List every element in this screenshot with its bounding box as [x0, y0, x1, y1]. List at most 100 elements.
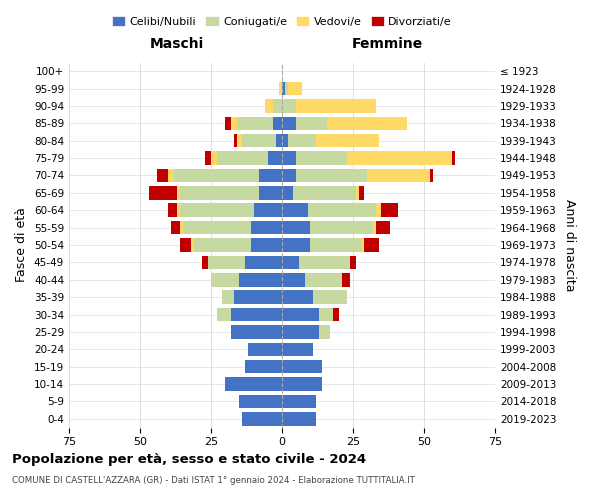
- Bar: [177, 186, 180, 200]
- Bar: [362, 238, 364, 252]
- Bar: [231, 308, 282, 322]
- Bar: [282, 308, 319, 322]
- Bar: [282, 204, 308, 217]
- Bar: [282, 152, 296, 165]
- Bar: [376, 204, 382, 217]
- Bar: [319, 308, 333, 322]
- Bar: [245, 256, 282, 269]
- Bar: [341, 273, 350, 286]
- Bar: [282, 394, 316, 408]
- Bar: [333, 308, 339, 322]
- Bar: [299, 256, 350, 269]
- Bar: [282, 82, 285, 96]
- Bar: [347, 152, 452, 165]
- Bar: [282, 360, 322, 374]
- Bar: [282, 186, 293, 200]
- Bar: [319, 325, 330, 338]
- Bar: [356, 186, 359, 200]
- Bar: [236, 134, 242, 147]
- Bar: [328, 116, 407, 130]
- Bar: [225, 116, 231, 130]
- Bar: [211, 273, 239, 286]
- Bar: [157, 168, 169, 182]
- Y-axis label: Fasce di età: Fasce di età: [16, 208, 28, 282]
- Bar: [248, 342, 282, 356]
- Bar: [251, 238, 282, 252]
- Bar: [180, 238, 191, 252]
- Bar: [180, 204, 254, 217]
- Bar: [430, 168, 433, 182]
- Bar: [382, 204, 398, 217]
- Bar: [282, 412, 316, 426]
- Bar: [310, 221, 373, 234]
- Bar: [376, 221, 390, 234]
- Bar: [316, 134, 379, 147]
- Bar: [282, 238, 310, 252]
- Bar: [282, 221, 310, 234]
- Bar: [282, 273, 305, 286]
- Bar: [265, 99, 274, 112]
- Bar: [225, 378, 282, 391]
- Bar: [268, 152, 282, 165]
- Bar: [182, 221, 251, 234]
- Bar: [259, 186, 282, 200]
- Bar: [274, 116, 282, 130]
- Bar: [254, 204, 282, 217]
- Bar: [350, 256, 356, 269]
- Bar: [364, 238, 379, 252]
- Bar: [296, 168, 367, 182]
- Bar: [217, 308, 231, 322]
- Bar: [282, 378, 322, 391]
- Bar: [359, 186, 364, 200]
- Text: Popolazione per età, sesso e stato civile - 2024: Popolazione per età, sesso e stato civil…: [12, 452, 366, 466]
- Bar: [274, 99, 282, 112]
- Bar: [245, 360, 282, 374]
- Bar: [223, 290, 234, 304]
- Bar: [287, 82, 302, 96]
- Bar: [202, 256, 208, 269]
- Bar: [296, 99, 376, 112]
- Bar: [313, 290, 347, 304]
- Bar: [277, 134, 282, 147]
- Bar: [236, 116, 274, 130]
- Bar: [205, 152, 211, 165]
- Bar: [282, 325, 319, 338]
- Bar: [282, 168, 296, 182]
- Bar: [208, 256, 245, 269]
- Bar: [231, 116, 236, 130]
- Bar: [242, 412, 282, 426]
- Bar: [169, 168, 174, 182]
- Bar: [259, 168, 282, 182]
- Y-axis label: Anni di nascita: Anni di nascita: [563, 198, 576, 291]
- Bar: [308, 204, 376, 217]
- Bar: [169, 204, 177, 217]
- Text: COMUNE DI CASTELL'AZZARA (GR) - Dati ISTAT 1° gennaio 2024 - Elaborazione TUTTIT: COMUNE DI CASTELL'AZZARA (GR) - Dati IST…: [12, 476, 415, 485]
- Text: Femmine: Femmine: [352, 37, 423, 51]
- Bar: [177, 204, 180, 217]
- Bar: [239, 273, 282, 286]
- Bar: [217, 152, 268, 165]
- Bar: [279, 82, 282, 96]
- Bar: [211, 152, 217, 165]
- Bar: [251, 221, 282, 234]
- Legend: Celibi/Nubili, Coniugati/e, Vedovi/e, Divorziati/e: Celibi/Nubili, Coniugati/e, Vedovi/e, Di…: [109, 13, 455, 30]
- Bar: [191, 238, 194, 252]
- Bar: [310, 238, 362, 252]
- Bar: [282, 116, 296, 130]
- Bar: [180, 221, 182, 234]
- Bar: [296, 152, 347, 165]
- Bar: [373, 221, 376, 234]
- Bar: [282, 134, 287, 147]
- Bar: [180, 186, 259, 200]
- Bar: [367, 168, 430, 182]
- Bar: [452, 152, 455, 165]
- Bar: [285, 82, 287, 96]
- Bar: [234, 290, 282, 304]
- Bar: [296, 116, 328, 130]
- Bar: [171, 221, 180, 234]
- Bar: [305, 273, 341, 286]
- Text: Maschi: Maschi: [150, 37, 204, 51]
- Bar: [231, 325, 282, 338]
- Bar: [149, 186, 177, 200]
- Bar: [293, 186, 356, 200]
